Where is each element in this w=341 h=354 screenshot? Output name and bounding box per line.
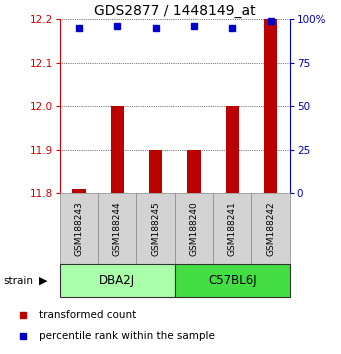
Text: GSM188245: GSM188245 bbox=[151, 201, 160, 256]
Text: GSM188244: GSM188244 bbox=[113, 201, 122, 256]
Bar bbox=[226, 106, 239, 193]
Bar bbox=[110, 106, 124, 193]
Title: GDS2877 / 1448149_at: GDS2877 / 1448149_at bbox=[94, 5, 255, 18]
Bar bbox=[60, 264, 175, 297]
Bar bbox=[175, 264, 290, 297]
Bar bbox=[149, 150, 162, 193]
Bar bbox=[251, 193, 290, 264]
Bar bbox=[175, 193, 213, 264]
Text: GSM188242: GSM188242 bbox=[266, 201, 275, 256]
Bar bbox=[264, 19, 277, 193]
Bar bbox=[136, 193, 175, 264]
Text: GSM188241: GSM188241 bbox=[228, 201, 237, 256]
Bar bbox=[60, 193, 98, 264]
Bar bbox=[72, 189, 86, 193]
Text: DBA2J: DBA2J bbox=[99, 274, 135, 287]
Text: C57BL6J: C57BL6J bbox=[208, 274, 257, 287]
Text: GSM188240: GSM188240 bbox=[190, 201, 198, 256]
Text: GSM188243: GSM188243 bbox=[74, 201, 83, 256]
Text: ▶: ▶ bbox=[39, 275, 48, 286]
Text: transformed count: transformed count bbox=[39, 310, 136, 320]
Bar bbox=[187, 150, 201, 193]
Text: strain: strain bbox=[3, 275, 33, 286]
Bar bbox=[213, 193, 251, 264]
Text: percentile rank within the sample: percentile rank within the sample bbox=[39, 331, 214, 341]
Bar bbox=[98, 193, 136, 264]
